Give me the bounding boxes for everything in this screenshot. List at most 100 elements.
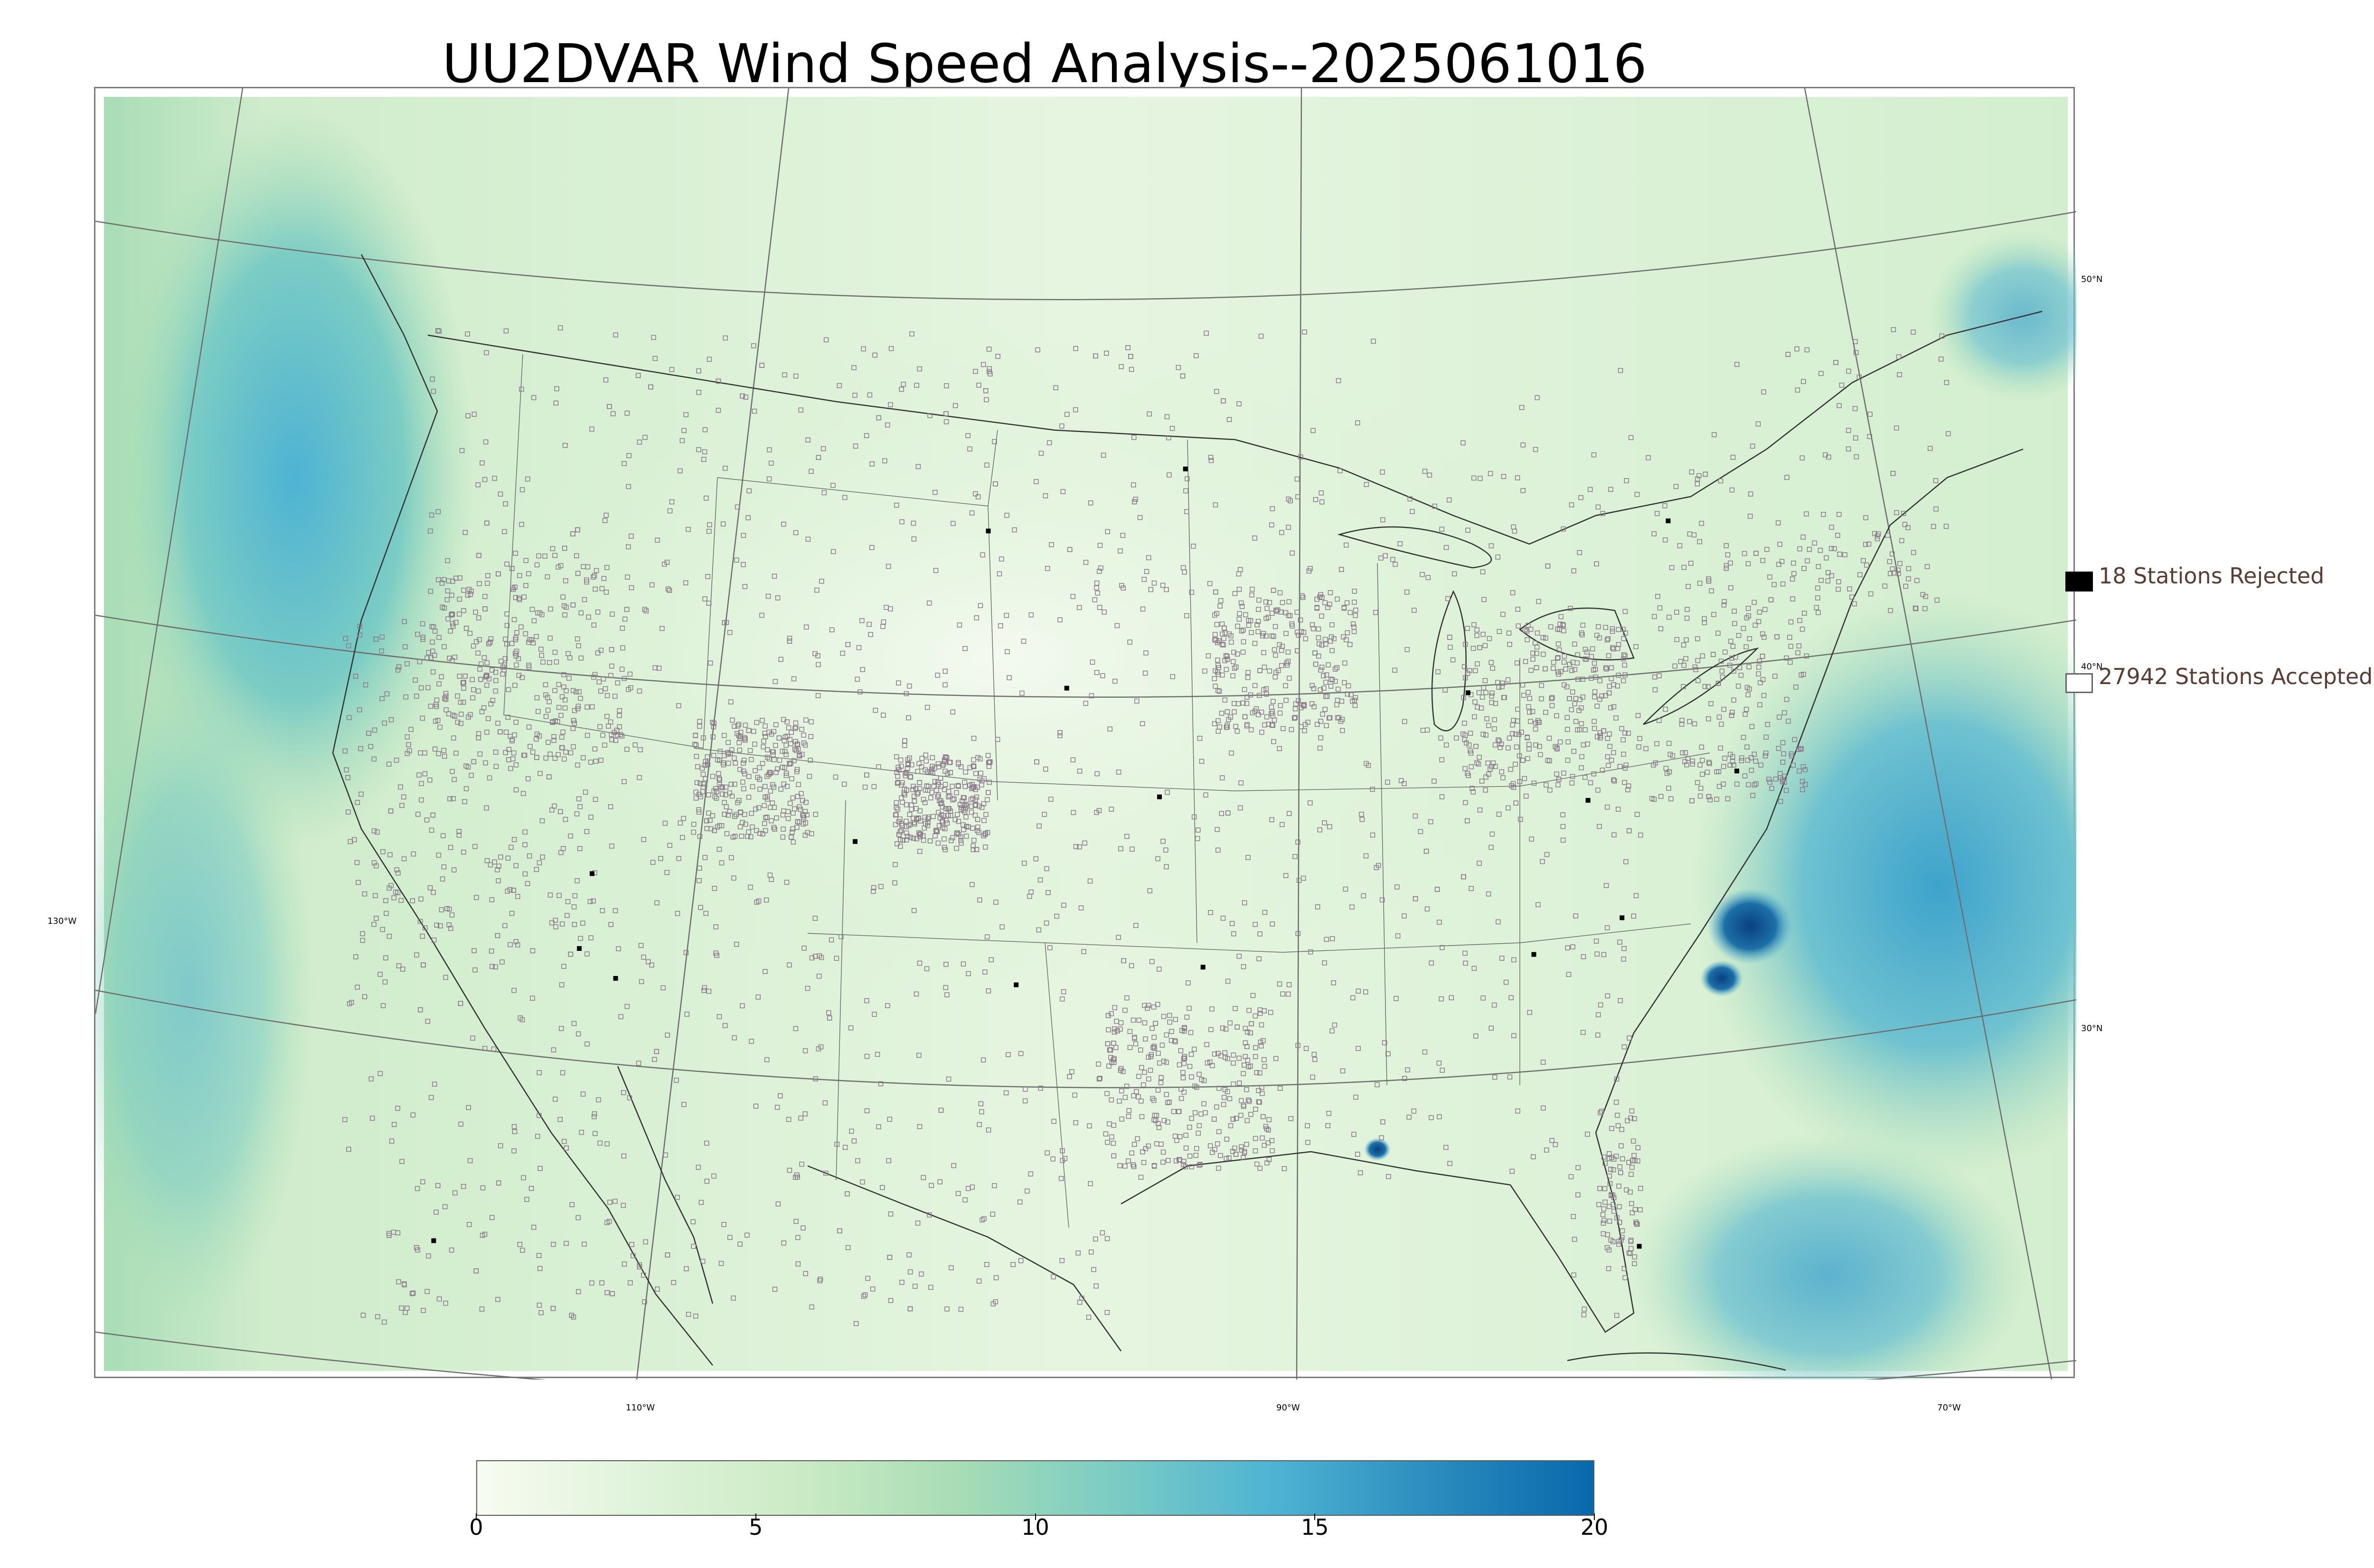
station-accepted-marker [896, 680, 901, 685]
station-accepted-marker [933, 489, 938, 495]
station-accepted-marker [1296, 632, 1301, 638]
station-accepted-marker [1134, 698, 1140, 704]
station-accepted-marker [695, 764, 700, 770]
station-accepted-marker [575, 762, 580, 768]
station-accepted-marker [955, 812, 960, 817]
station-accepted-marker [1451, 571, 1457, 577]
station-accepted-marker [1824, 555, 1829, 561]
station-accepted-marker [751, 343, 756, 348]
station-accepted-marker [621, 1202, 626, 1208]
station-accepted-marker [447, 656, 452, 661]
station-accepted-marker [508, 733, 513, 739]
station-accepted-marker [1626, 731, 1631, 736]
station-accepted-marker [1434, 887, 1440, 892]
station-accepted-marker [876, 1124, 881, 1129]
station-accepted-marker [1463, 642, 1468, 647]
station-accepted-marker [976, 1278, 982, 1284]
station-accepted-marker [1217, 688, 1222, 694]
station-accepted-marker [1119, 1088, 1124, 1094]
station-accepted-marker [753, 1103, 759, 1109]
station-accepted-marker [525, 476, 530, 482]
station-accepted-marker [1424, 906, 1430, 911]
station-accepted-marker [762, 731, 768, 736]
station-accepted-marker [537, 1303, 542, 1308]
station-accepted-marker [1826, 570, 1831, 575]
station-accepted-marker [1309, 701, 1315, 706]
station-accepted-marker [434, 697, 440, 703]
station-accepted-marker [499, 658, 504, 664]
station-accepted-marker [1605, 993, 1611, 999]
colorbar-tick-mark [1035, 1513, 1036, 1520]
station-accepted-marker [493, 669, 499, 675]
station-accepted-marker [1781, 779, 1787, 785]
station-accepted-marker [1600, 511, 1605, 516]
station-accepted-marker [1582, 1306, 1587, 1312]
station-accepted-marker [1149, 1025, 1155, 1031]
station-accepted-marker [1148, 1068, 1153, 1073]
station-accepted-marker [1544, 1147, 1549, 1153]
station-accepted-marker [1231, 1061, 1236, 1066]
station-accepted-marker [1203, 1110, 1208, 1116]
station-accepted-marker [432, 652, 437, 658]
station-accepted-marker [1081, 949, 1086, 954]
station-accepted-marker [1703, 471, 1708, 477]
station-accepted-marker [1109, 807, 1114, 812]
station-accepted-marker [1105, 1013, 1111, 1018]
station-accepted-marker [1323, 694, 1328, 699]
station-accepted-marker [591, 675, 596, 680]
station-accepted-marker [1273, 608, 1279, 613]
station-accepted-marker [620, 626, 625, 631]
station-accepted-marker [1579, 721, 1584, 726]
station-accepted-marker [1317, 641, 1322, 647]
station-accepted-marker [936, 792, 941, 798]
station-accepted-marker [1432, 504, 1437, 509]
station-accepted-marker [1222, 697, 1228, 703]
station-accepted-marker [526, 724, 532, 730]
station-accepted-marker [1241, 1155, 1246, 1160]
station-accepted-marker [1104, 1091, 1110, 1096]
station-accepted-marker [983, 812, 989, 817]
lon-label-130w: 130°W [47, 916, 77, 926]
station-accepted-marker [754, 720, 760, 725]
station-accepted-marker [722, 753, 727, 759]
station-accepted-marker [944, 755, 950, 761]
station-accepted-marker [520, 791, 526, 796]
station-accepted-marker [1514, 660, 1520, 666]
station-accepted-marker [1187, 1005, 1192, 1011]
station-accepted-marker [983, 388, 989, 394]
station-accepted-marker [1565, 945, 1570, 950]
station-accepted-marker [1888, 608, 1893, 613]
station-accepted-marker [735, 504, 740, 510]
station-accepted-marker [1007, 675, 1012, 680]
station-accepted-marker [1018, 1051, 1024, 1056]
station-accepted-marker [899, 1279, 904, 1285]
station-accepted-marker [664, 560, 670, 565]
station-accepted-marker [814, 587, 820, 593]
station-accepted-marker [1222, 630, 1228, 636]
station-accepted-marker [740, 1003, 745, 1008]
station-accepted-marker [1116, 935, 1121, 940]
station-accepted-marker [624, 411, 630, 416]
station-accepted-marker [784, 880, 790, 885]
station-accepted-marker [944, 383, 949, 388]
station-accepted-marker [579, 1129, 584, 1135]
station-accepted-marker [1106, 1063, 1112, 1069]
station-accepted-marker [1786, 718, 1791, 724]
station-accepted-marker [609, 737, 614, 742]
station-accepted-marker [428, 704, 433, 709]
station-accepted-marker [1060, 1158, 1065, 1163]
station-accepted-marker [862, 1292, 868, 1297]
station-accepted-marker [1119, 364, 1124, 369]
station-accepted-marker [1553, 744, 1558, 749]
station-accepted-marker [927, 1212, 932, 1218]
station-accepted-marker [1418, 829, 1423, 834]
station-accepted-marker [491, 1046, 497, 1052]
station-accepted-marker [1594, 951, 1600, 957]
station-accepted-marker [474, 895, 479, 900]
station-accepted-marker [598, 758, 603, 763]
station-accepted-marker [1004, 613, 1009, 618]
station-accepted-marker [869, 461, 875, 467]
station-accepted-marker [439, 674, 444, 679]
station-accepted-marker [477, 581, 482, 586]
station-accepted-marker [1152, 1113, 1158, 1118]
